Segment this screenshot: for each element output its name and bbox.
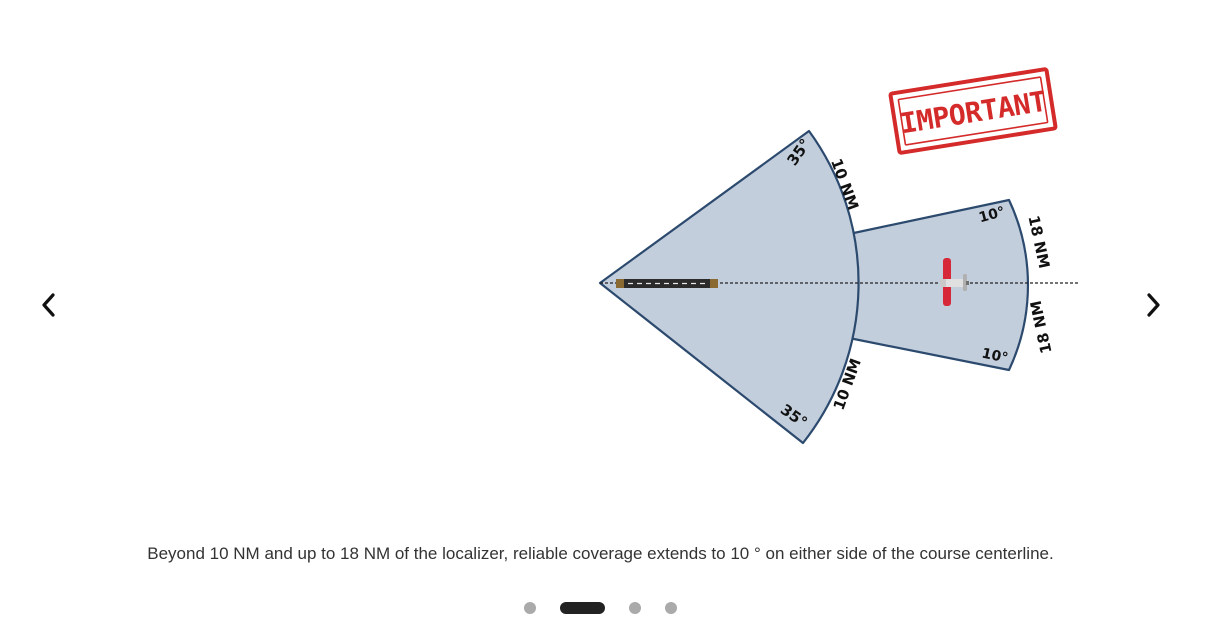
slide-pagination <box>0 600 1201 616</box>
chevron-right-icon <box>1147 293 1160 317</box>
pagination-dot-3[interactable] <box>629 602 641 614</box>
outer-range-bottom-label: 18 NM <box>1027 299 1056 355</box>
outer-angle-top-label: 10° <box>977 204 1007 226</box>
next-slide-button[interactable] <box>1138 290 1168 320</box>
outer-angle-bottom-label: 10° <box>980 346 1009 367</box>
previous-slide-button[interactable] <box>34 290 64 320</box>
outer-coverage-sector <box>847 198 1029 372</box>
localizer-coverage-diagram: 35° 35° 10 NM 10 NM 10° 10° 18 NM 18 NM … <box>598 67 1078 445</box>
pagination-dot-1[interactable] <box>524 602 536 614</box>
inner-coverage-sector <box>598 129 860 445</box>
aircraft-icon <box>940 258 969 306</box>
important-stamp: IMPORTANT <box>888 67 1058 155</box>
runway <box>616 279 718 288</box>
slide-caption: Beyond 10 NM and up to 18 NM of the loca… <box>147 544 1054 563</box>
outer-range-top-label: 18 NM <box>1025 214 1054 270</box>
chevron-left-icon <box>42 293 55 317</box>
pagination-dot-2-active[interactable] <box>560 602 605 614</box>
pagination-dot-4[interactable] <box>665 602 677 614</box>
